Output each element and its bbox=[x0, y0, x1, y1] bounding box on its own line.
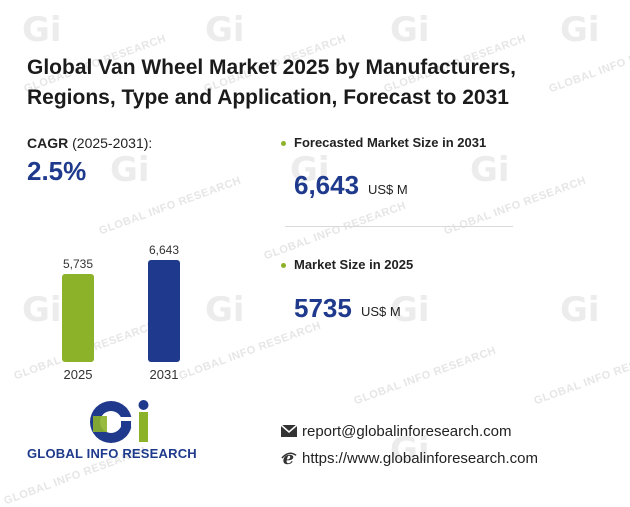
brand-logo bbox=[90, 400, 149, 443]
bar-value-label: 6,643 bbox=[149, 243, 179, 257]
ie-browser-icon: e bbox=[281, 450, 297, 466]
contact-email[interactable]: report@globalinforesearch.com bbox=[302, 423, 512, 440]
svg-text:e: e bbox=[283, 450, 294, 466]
watermark-text: GLOBAL INFO RESEARCH bbox=[352, 344, 498, 408]
watermark-text: GLOBAL INFO RESEARCH bbox=[532, 344, 630, 408]
watermark-logo: Gi bbox=[390, 10, 430, 50]
watermark-text: GLOBAL INFO RESEARCH bbox=[97, 174, 243, 238]
kpi-2025-unit: US$ M bbox=[361, 304, 401, 319]
kpi-2025-value: 5735 bbox=[294, 293, 352, 323]
kpi-forecast-unit: US$ M bbox=[368, 182, 408, 197]
market-size-bar-chart: 5,735 2025 6,643 2031 bbox=[62, 243, 180, 382]
watermark-logo: Gi bbox=[560, 290, 600, 330]
watermark-logo: Gi bbox=[205, 10, 245, 50]
bar-2025 bbox=[62, 273, 94, 362]
kpi-forecast-label: Forecasted Market Size in 2031 bbox=[294, 135, 487, 150]
kpi-bullet bbox=[281, 141, 286, 146]
watermark-logo: Gi bbox=[470, 150, 510, 190]
cagr-value: 2.5% bbox=[27, 156, 87, 186]
cagr-label-text: CAGR bbox=[27, 135, 69, 151]
contact-website[interactable]: https://www.globalinforesearch.com bbox=[302, 450, 538, 467]
envelope-icon bbox=[280, 424, 298, 437]
kpi-forecast-value: 6,643 bbox=[294, 170, 360, 200]
brand-name: GLOBAL INFO RESEARCH bbox=[27, 446, 197, 461]
kpi-bullet bbox=[281, 263, 286, 268]
kpi-2025-label: Market Size in 2025 bbox=[294, 257, 414, 272]
report-title: Global Van Wheel Market 2025 by Manufact… bbox=[27, 56, 516, 109]
bar-2031 bbox=[148, 260, 180, 362]
bar-value-label: 5,735 bbox=[63, 257, 93, 271]
watermark-logo: Gi bbox=[560, 10, 600, 50]
divider bbox=[285, 226, 513, 227]
watermark-logo: Gi bbox=[110, 150, 150, 190]
watermark-text: GLOBAL INFO RESEARCH bbox=[442, 174, 588, 238]
watermark-text: GLOBAL INFO RESEARCH bbox=[262, 199, 408, 263]
cagr-label: CAGR (2025-2031): bbox=[27, 135, 152, 151]
cagr-period: (2025-2031): bbox=[68, 135, 153, 151]
watermark-logo: Gi bbox=[22, 10, 62, 50]
category-label: 2025 bbox=[64, 367, 93, 382]
watermark-logo: Gi bbox=[205, 290, 245, 330]
category-label: 2031 bbox=[150, 367, 179, 382]
